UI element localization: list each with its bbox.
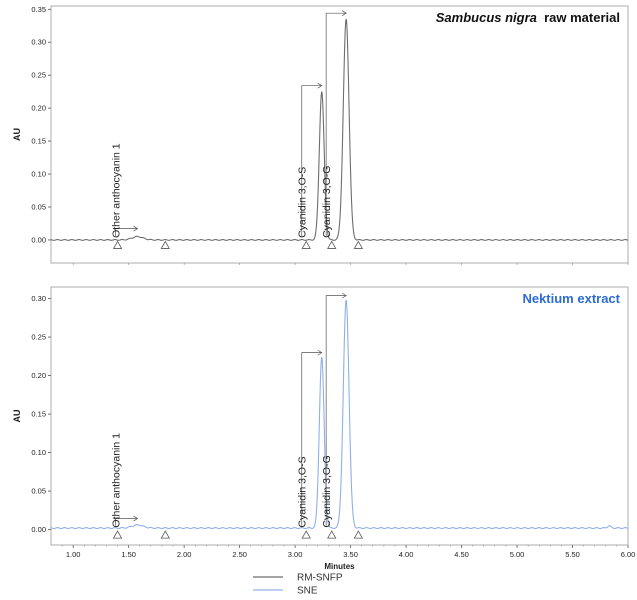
annotation-bracket bbox=[325, 295, 347, 526]
legend: RM-SNFP SNE bbox=[253, 573, 343, 597]
peak-label: Other anthocyanin 1 bbox=[111, 433, 123, 528]
y-tick-label: 0.00 bbox=[31, 525, 46, 534]
y-tick-label: 0.35 bbox=[31, 5, 46, 14]
integration-marker bbox=[327, 240, 337, 249]
annotation-arrow bbox=[133, 225, 139, 232]
annotation-arrow bbox=[341, 292, 347, 299]
panel-title: Sambucus nigra raw material bbox=[436, 10, 620, 25]
x-tick-label: 2.00 bbox=[177, 550, 192, 559]
annotation-arrow bbox=[133, 515, 139, 522]
peak-label: Cyanidin 3,O-G bbox=[321, 166, 333, 238]
x-axis-title: Minutes bbox=[324, 562, 355, 571]
legend-label: SNE bbox=[297, 586, 318, 597]
panel-title-rest: raw material bbox=[537, 10, 620, 25]
peak-label: Cyanidin 3,O-S bbox=[297, 167, 309, 238]
annotation-arrow bbox=[317, 82, 323, 89]
y-tick-label: 0.25 bbox=[31, 71, 46, 80]
x-tick-label: 3.50 bbox=[343, 550, 358, 559]
annotation-bracket bbox=[301, 85, 322, 236]
peak-label: Cyanidin 3,O-G bbox=[321, 455, 333, 527]
x-tick-label: 1.50 bbox=[121, 550, 136, 559]
x-tick-label: 2.50 bbox=[232, 550, 247, 559]
annotation-bracket bbox=[115, 518, 138, 526]
plot-frame bbox=[50, 5, 629, 264]
integration-marker bbox=[112, 240, 123, 249]
y-tick-label: 0.00 bbox=[31, 235, 46, 244]
annotation-bracket bbox=[115, 228, 138, 236]
annotation-bracket bbox=[325, 12, 347, 236]
integration-marker bbox=[353, 240, 364, 249]
integration-marker bbox=[160, 240, 170, 249]
y-tick-label: 0.10 bbox=[31, 448, 46, 457]
x-tick-label: 5.50 bbox=[565, 550, 580, 559]
series-line-sne bbox=[50, 299, 629, 530]
y-tick-label: 0.25 bbox=[31, 333, 46, 342]
y-tick-label: 0.15 bbox=[31, 410, 46, 419]
x-tick-label: 4.50 bbox=[454, 550, 469, 559]
panel-title: Nektium extract bbox=[522, 291, 620, 306]
panel-title-italic: Sambucus nigra bbox=[436, 10, 537, 25]
x-tick-label: 6.00 bbox=[621, 550, 636, 559]
x-tick-label: 1.00 bbox=[66, 550, 81, 559]
integration-marker bbox=[327, 530, 337, 539]
annotation-arrow bbox=[317, 349, 323, 356]
y-axis-title: AU bbox=[12, 128, 22, 141]
y-tick-label: 0.05 bbox=[31, 487, 46, 496]
peak-label: Cyanidin 3,O-S bbox=[297, 456, 309, 527]
y-tick-label: 0.20 bbox=[31, 371, 46, 380]
annotation-bracket bbox=[301, 352, 322, 526]
legend-label: RM-SNFP bbox=[297, 573, 343, 584]
x-tick-label: 4.00 bbox=[399, 550, 414, 559]
y-tick-label: 0.30 bbox=[31, 38, 46, 47]
y-tick-label: 0.20 bbox=[31, 104, 46, 113]
integration-marker bbox=[301, 530, 311, 539]
y-tick-label: 0.30 bbox=[31, 294, 46, 303]
y-axis-title: AU bbox=[12, 410, 22, 423]
y-tick-label: 0.05 bbox=[31, 202, 46, 211]
integration-marker bbox=[112, 530, 123, 539]
y-tick-label: 0.10 bbox=[31, 170, 46, 179]
x-tick-label: 3.00 bbox=[288, 550, 303, 559]
integration-marker bbox=[160, 530, 170, 539]
integration-marker bbox=[301, 240, 311, 249]
y-tick-label: 0.15 bbox=[31, 137, 46, 146]
series-line-rm-snfp bbox=[50, 18, 629, 241]
integration-marker bbox=[353, 530, 364, 539]
panel-nektium-extract: 0.00 0.05 0.10 0.15 0.20 0.25 0.30 AU 1.00 1.50 2.… bbox=[12, 286, 636, 571]
peak-label: Other anthocyanin 1 bbox=[111, 143, 123, 238]
panel-raw-material: 0.00 0.05 0.10 0.15 0.20 0.25 0.30 0.35 AU Other … bbox=[12, 5, 629, 265]
x-tick-label: 5.00 bbox=[510, 550, 525, 559]
annotation-arrow bbox=[341, 10, 347, 16]
